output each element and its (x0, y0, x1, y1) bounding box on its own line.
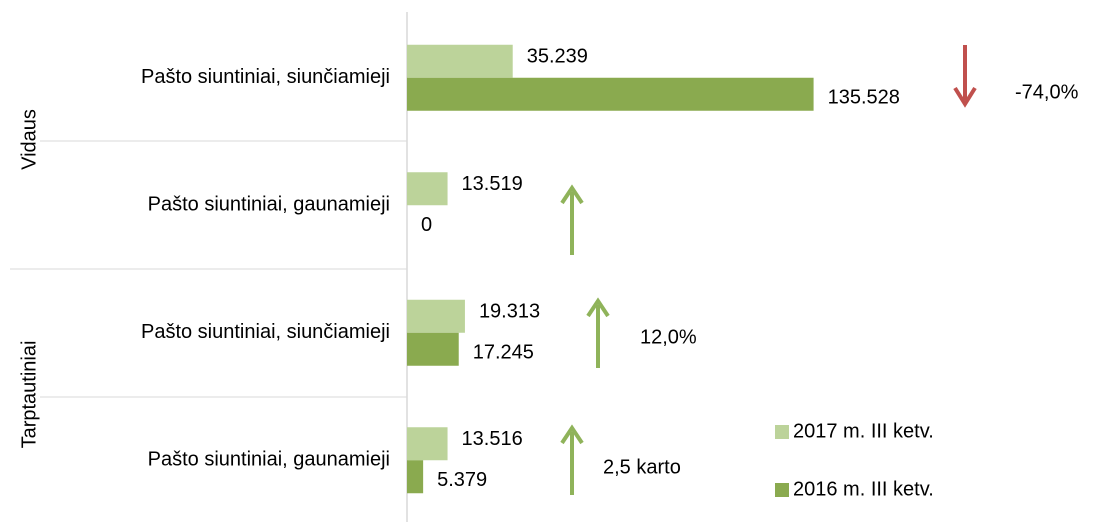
arrow-up (560, 184, 584, 255)
annotation: 12,0% (640, 326, 697, 348)
bar (407, 427, 448, 461)
bar (407, 332, 459, 366)
value-label: 13.519 (462, 173, 523, 195)
bar (407, 77, 814, 111)
value-label: 19.313 (479, 301, 540, 323)
arrow-up (586, 297, 610, 368)
value-label: 0 (421, 214, 432, 236)
legend-label: 2016 m. III ketv. (793, 478, 934, 500)
value-label: 35.239 (527, 46, 588, 68)
value-label: 13.516 (462, 428, 523, 450)
category-label: Pašto siuntiniai, siunčiamieji (141, 66, 390, 88)
value-label: 17.245 (473, 342, 534, 364)
bar (407, 460, 424, 494)
value-label: 135.528 (828, 87, 900, 109)
category-label: Pašto siuntiniai, gaunamieji (148, 449, 390, 471)
annotation: 2,5 karto (603, 456, 681, 478)
value-label: 5.379 (437, 469, 487, 491)
category-label: Pašto siuntiniai, siunčiamieji (141, 321, 390, 343)
bar (407, 44, 513, 78)
arrow-down (953, 45, 977, 108)
group-label: Tarptautiniai (18, 341, 40, 449)
legend-swatch (775, 425, 789, 439)
legend-swatch (775, 483, 789, 497)
bar (407, 299, 465, 333)
arrow-up (560, 424, 584, 495)
annotation: -74,0% (1015, 81, 1079, 103)
bar (407, 172, 448, 206)
legend-label: 2017 m. III ketv. (793, 420, 934, 442)
category-label: Pašto siuntiniai, gaunamieji (148, 194, 390, 216)
group-label: Vidaus (18, 109, 40, 170)
